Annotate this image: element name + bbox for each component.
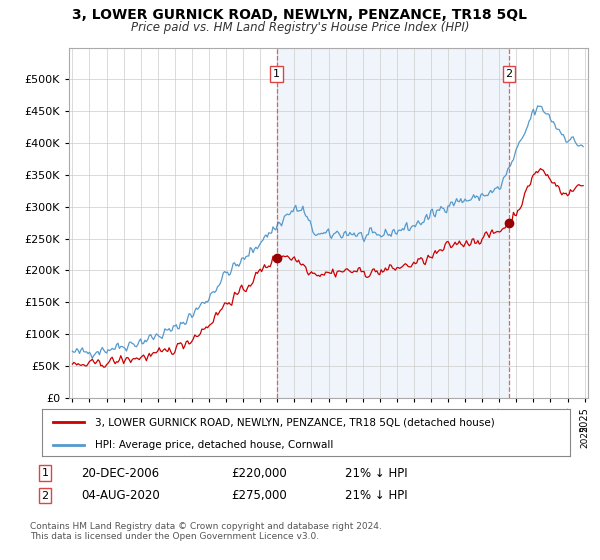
Text: 2002: 2002 (187, 426, 196, 449)
Text: 2003: 2003 (205, 426, 214, 449)
Text: 2011: 2011 (341, 426, 350, 449)
Text: 2014: 2014 (392, 426, 401, 449)
Text: 21% ↓ HPI: 21% ↓ HPI (345, 466, 407, 480)
Text: 3, LOWER GURNICK ROAD, NEWLYN, PENZANCE, TR18 5QL (detached house): 3, LOWER GURNICK ROAD, NEWLYN, PENZANCE,… (95, 417, 494, 427)
Text: HPI: Average price, detached house, Cornwall: HPI: Average price, detached house, Corn… (95, 440, 333, 450)
Text: 1999: 1999 (136, 426, 145, 449)
Text: 1998: 1998 (119, 426, 128, 449)
Text: 2007: 2007 (273, 426, 282, 449)
Text: 2022: 2022 (529, 426, 538, 448)
Text: 1996: 1996 (85, 426, 94, 449)
Text: 2004: 2004 (221, 426, 230, 449)
Text: 21% ↓ HPI: 21% ↓ HPI (345, 489, 407, 502)
Text: 1995: 1995 (68, 426, 77, 449)
Text: 2013: 2013 (375, 426, 384, 449)
Text: 2009: 2009 (307, 426, 316, 449)
Text: 2000: 2000 (153, 426, 162, 449)
Text: 2016: 2016 (427, 426, 436, 449)
Text: 2019: 2019 (478, 426, 487, 449)
Text: Contains HM Land Registry data © Crown copyright and database right 2024.
This d: Contains HM Land Registry data © Crown c… (30, 522, 382, 542)
Text: 2010: 2010 (324, 426, 333, 449)
Text: 2008: 2008 (290, 426, 299, 449)
Text: Price paid vs. HM Land Registry's House Price Index (HPI): Price paid vs. HM Land Registry's House … (131, 21, 469, 34)
Text: 2021: 2021 (512, 426, 521, 449)
Text: 2005: 2005 (239, 426, 248, 449)
Text: 2024: 2024 (563, 426, 572, 448)
Text: 2006: 2006 (256, 426, 265, 449)
Text: 2018: 2018 (461, 426, 470, 449)
Text: 2020: 2020 (495, 426, 504, 449)
Text: £220,000: £220,000 (231, 466, 287, 480)
Text: 2: 2 (506, 69, 512, 79)
Text: 2017: 2017 (443, 426, 452, 449)
Text: 3, LOWER GURNICK ROAD, NEWLYN, PENZANCE, TR18 5QL: 3, LOWER GURNICK ROAD, NEWLYN, PENZANCE,… (73, 8, 527, 22)
Text: 20-DEC-2006: 20-DEC-2006 (81, 466, 159, 480)
Text: 2012: 2012 (358, 426, 367, 449)
Text: 2015: 2015 (409, 426, 418, 449)
Text: 2025: 2025 (580, 426, 589, 449)
Text: 04-AUG-2020: 04-AUG-2020 (81, 489, 160, 502)
Text: 2001: 2001 (170, 426, 179, 449)
Text: 1: 1 (273, 69, 280, 79)
Bar (277, 48, 509, 398)
Text: 1997: 1997 (102, 426, 111, 449)
Text: £275,000: £275,000 (231, 489, 287, 502)
Text: 2: 2 (41, 491, 49, 501)
Text: 2023: 2023 (546, 426, 555, 449)
Text: 1: 1 (41, 468, 49, 478)
